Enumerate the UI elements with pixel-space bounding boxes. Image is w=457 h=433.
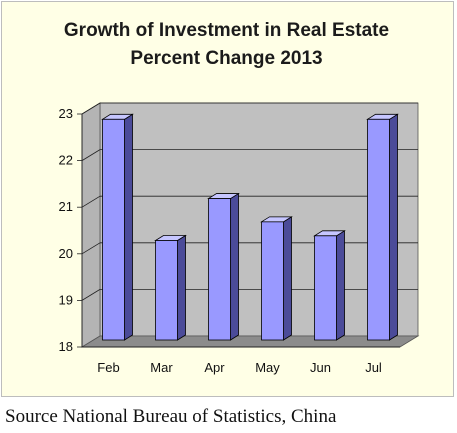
x-tick-label-jul: Jul: [365, 360, 382, 375]
y-tick-label: 23: [59, 106, 73, 121]
x-tick-label-apr: Apr: [204, 360, 225, 375]
bar-feb: [102, 118, 125, 341]
gridline-side: [81, 242, 101, 255]
plot-side-wall: [81, 102, 101, 348]
gridline-side: [81, 289, 101, 301]
x-tick-label-jun: Jun: [310, 360, 331, 375]
bar-side-mar: [177, 234, 186, 341]
x-tick-label-may: May: [255, 360, 280, 375]
gridline-side: [81, 149, 101, 161]
chart-title-line-1: Growth of Investment in Real Estate: [63, 20, 390, 41]
bar-side-jul: [389, 113, 398, 341]
bar-side-apr: [230, 192, 239, 341]
x-tick-label-mar: Mar: [150, 360, 173, 375]
y-tick-label: 22: [59, 153, 73, 168]
y-tick-label: 19: [59, 292, 73, 307]
chart-title-line-2: Percent Change 2013: [130, 48, 323, 69]
bar-may: [261, 221, 284, 341]
bar-side-may: [283, 216, 292, 341]
plot-back-wall: [99, 102, 419, 337]
bar-chart: 18 19 20 21 22 23 Feb Mar Apr May Jun Jul: [59, 102, 420, 375]
source-note: Source National Bureau of Statistics, Ch…: [5, 406, 337, 427]
gridline-side: [81, 195, 101, 208]
bar-mar: [155, 240, 178, 341]
bar-side-jun: [336, 230, 345, 341]
gridline-side: [81, 102, 101, 115]
x-tick-label-feb: Feb: [97, 360, 119, 375]
y-tick-label: 20: [59, 246, 73, 261]
bar-apr: [208, 198, 231, 341]
bar-jul: [367, 118, 390, 341]
bar-side-feb: [124, 113, 133, 341]
bar-jun: [314, 235, 337, 341]
y-tick-label: 18: [59, 339, 73, 354]
y-tick-label: 21: [59, 199, 73, 214]
